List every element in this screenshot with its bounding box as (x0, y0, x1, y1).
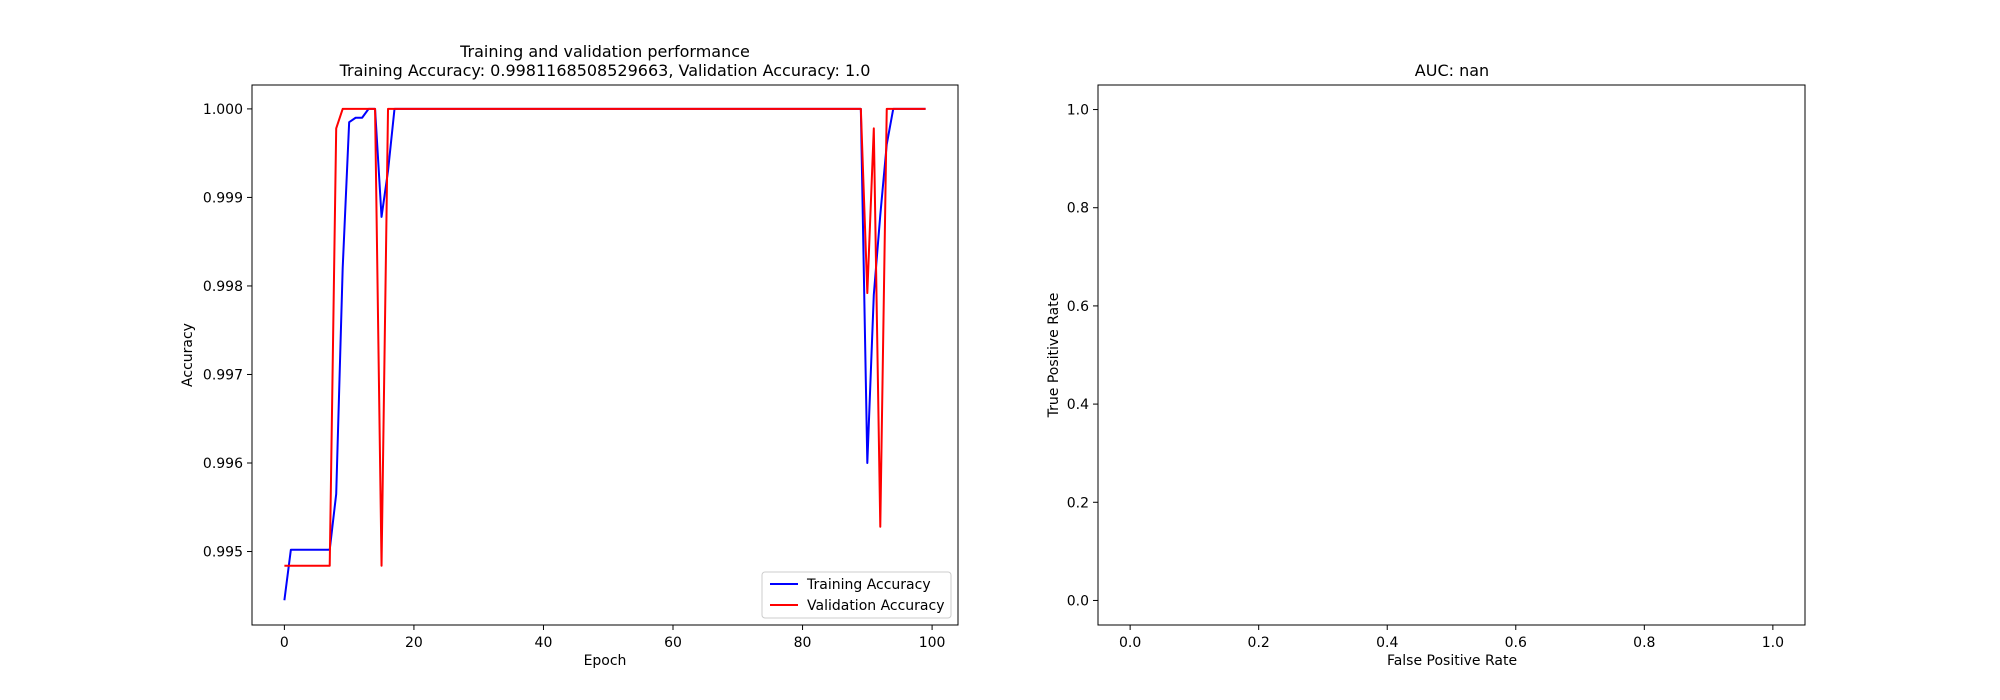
roc-chart-title: AUC: nan (1415, 61, 1489, 80)
roc-y-tick-label: 0.2 (1067, 495, 1089, 511)
accuracy-chart-title: Training and validation performance (459, 42, 750, 61)
accuracy-x-tick-label: 40 (535, 635, 553, 651)
accuracy-y-tick-label: 0.995 (203, 545, 243, 561)
accuracy-y-tick-label: 0.998 (203, 279, 243, 295)
accuracy-legend: Training Accuracy Validation Accuracy (761, 571, 952, 619)
accuracy-plot-frame (251, 84, 959, 626)
roc-x-tick-label: 0.8 (1633, 635, 1655, 651)
roc-y-tick-label: 0.8 (1067, 201, 1089, 217)
roc-y-tick-label: 0.0 (1067, 593, 1089, 609)
roc-y-tick-label: 0.4 (1067, 397, 1089, 413)
legend-label-training: Training Accuracy (806, 577, 931, 593)
accuracy-y-tick-label: 0.997 (203, 367, 243, 383)
roc-x-tick-label: 1.0 (1762, 635, 1784, 651)
legend-label-validation: Validation Accuracy (807, 598, 945, 614)
accuracy-x-tick-label: 0 (280, 635, 289, 651)
accuracy-chart: Training and validation performance Trai… (180, 42, 959, 669)
roc-plot-frame (1097, 84, 1806, 626)
roc-y-ticks: 0.0 0.2 0.4 0.6 0.8 1.0 (1067, 103, 1098, 609)
accuracy-x-ticks: 0 20 40 60 80 100 (280, 625, 946, 651)
roc-y-tick-label: 1.0 (1067, 103, 1089, 119)
accuracy-x-tick-label: 80 (794, 635, 812, 651)
roc-x-tick-label: 0.6 (1505, 635, 1527, 651)
accuracy-x-axis-label: Epoch (584, 653, 627, 669)
accuracy-x-tick-label: 100 (919, 635, 946, 651)
training-accuracy-line (283, 107, 926, 601)
legend-box (761, 571, 952, 619)
validation-accuracy-line (284, 107, 926, 567)
roc-x-ticks: 0.0 0.2 0.4 0.6 0.8 1.0 (1119, 625, 1784, 651)
accuracy-chart-subtitle: Training Accuracy: 0.9981168508529663, V… (339, 61, 871, 80)
roc-chart: AUC: nan 0.0 0.2 0.4 0.6 0.8 1.0 0.0 0.2 0.4 0.6… (1046, 61, 1806, 669)
accuracy-y-tick-label: 0.999 (203, 190, 243, 206)
roc-x-tick-label: 0.0 (1119, 635, 1141, 651)
accuracy-y-axis-label: Accuracy (180, 323, 196, 387)
accuracy-y-ticks: 0.995 0.996 0.997 0.998 0.999 1.000 (203, 102, 252, 561)
roc-x-axis-label: False Positive Rate (1387, 653, 1517, 669)
roc-y-tick-label: 0.6 (1067, 299, 1089, 315)
accuracy-series-group (283, 107, 926, 601)
accuracy-y-tick-label: 1.000 (203, 102, 243, 118)
accuracy-x-tick-label: 60 (664, 635, 682, 651)
accuracy-y-tick-label: 0.996 (203, 456, 243, 472)
roc-x-tick-label: 0.2 (1248, 635, 1270, 651)
roc-x-tick-label: 0.4 (1376, 635, 1398, 651)
accuracy-x-tick-label: 20 (405, 635, 423, 651)
roc-y-axis-label: True Positive Rate (1046, 293, 1062, 419)
